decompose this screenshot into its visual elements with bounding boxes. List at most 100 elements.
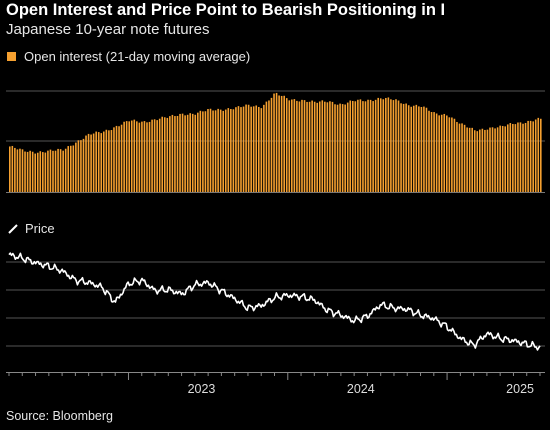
oi-bar xyxy=(291,99,293,192)
oi-bar xyxy=(242,106,245,192)
oi-bar xyxy=(80,140,82,192)
oi-bar xyxy=(499,125,501,192)
oi-bar xyxy=(92,133,95,192)
oi-bar xyxy=(278,95,280,192)
oi-bar xyxy=(466,127,468,192)
oi-bar xyxy=(514,124,517,192)
oi-bar xyxy=(9,146,11,192)
oi-bar xyxy=(534,119,537,192)
oi-bar xyxy=(318,101,321,192)
oi-bar xyxy=(184,115,186,192)
legend-open-interest: Open interest (21-day moving average) xyxy=(7,49,250,64)
oi-bar xyxy=(19,148,21,192)
oi-bar xyxy=(75,142,77,192)
oi-bar xyxy=(501,125,504,192)
oi-bar xyxy=(103,131,105,192)
oi-bar xyxy=(39,151,42,192)
oi-bar xyxy=(522,123,524,192)
oi-bar xyxy=(230,109,232,192)
oi-bar xyxy=(415,104,418,192)
oi-bar xyxy=(451,117,453,192)
oi-bar xyxy=(519,122,522,192)
oi-bar xyxy=(174,116,176,192)
oi-bar xyxy=(181,113,184,192)
oi-bar xyxy=(479,129,481,192)
oi-bar xyxy=(24,151,26,192)
oi-bar xyxy=(176,115,179,192)
oi-bar xyxy=(407,105,410,192)
oi-bar xyxy=(235,107,237,192)
oi-bar xyxy=(418,106,420,192)
oi-bar xyxy=(344,104,346,192)
oi-bar xyxy=(113,127,115,192)
oi-bar xyxy=(136,121,138,192)
oi-bar xyxy=(130,120,133,192)
oi-bar xyxy=(115,125,118,192)
oi-bar xyxy=(387,97,390,192)
oi-bar xyxy=(357,99,359,192)
oi-bar xyxy=(247,104,250,192)
oi-bar xyxy=(504,126,507,192)
oi-bar xyxy=(141,121,143,192)
oi-bar xyxy=(405,103,407,192)
oi-bar xyxy=(362,101,364,192)
oi-bar xyxy=(29,150,31,192)
oi-bar xyxy=(118,126,120,192)
oi-bar xyxy=(324,101,326,192)
oi-bar xyxy=(369,99,372,192)
oi-bar xyxy=(537,117,540,192)
oi-bar xyxy=(105,129,108,192)
oi-bar xyxy=(222,110,225,192)
oi-bar xyxy=(199,110,202,192)
oi-bar xyxy=(273,93,275,192)
oi-bar xyxy=(194,114,197,192)
oi-bar xyxy=(308,101,311,192)
oi-bar xyxy=(133,119,136,192)
oi-bar xyxy=(125,121,128,192)
oi-bar xyxy=(430,112,433,192)
oi-bar xyxy=(151,119,153,192)
oi-bar xyxy=(364,101,367,192)
x-tick-label: 2025 xyxy=(506,382,534,396)
oi-bar xyxy=(283,95,285,192)
oi-bar xyxy=(214,110,217,192)
oi-bar xyxy=(97,132,100,192)
oi-bar xyxy=(489,127,491,192)
oi-bar xyxy=(331,101,334,192)
oi-bar xyxy=(100,133,103,192)
oi-bar xyxy=(484,129,486,192)
oi-bar xyxy=(540,118,542,192)
oi-bar xyxy=(57,148,59,192)
source-note: Source: Bloomberg xyxy=(6,409,114,423)
oi-bar xyxy=(31,151,34,192)
oi-bar xyxy=(288,100,291,192)
oi-bar xyxy=(163,117,166,192)
legend-line-icon xyxy=(8,223,18,234)
oi-bar xyxy=(402,103,405,192)
oi-bar xyxy=(36,152,39,192)
oi-bar xyxy=(313,101,316,192)
oi-bar xyxy=(433,112,435,192)
price-line xyxy=(8,252,541,351)
oi-bar xyxy=(306,101,308,192)
oi-bar xyxy=(425,107,428,192)
oi-bar xyxy=(296,100,298,192)
legend-label-open-interest: Open interest (21-day moving average) xyxy=(24,49,251,64)
oi-bar xyxy=(463,124,466,192)
oi-bar xyxy=(275,92,278,192)
oi-bar xyxy=(209,108,212,192)
oi-bar xyxy=(72,145,75,192)
oi-bar xyxy=(412,105,415,192)
oi-bar xyxy=(303,100,306,192)
oi-bar xyxy=(77,140,80,192)
oi-bar xyxy=(250,106,252,192)
oi-bar xyxy=(329,101,331,192)
oi-bar xyxy=(496,127,499,192)
oi-bar xyxy=(21,149,24,192)
oi-bar xyxy=(468,127,471,192)
oi-bar xyxy=(166,117,169,192)
oi-bar xyxy=(359,99,362,192)
oi-bar xyxy=(189,113,191,192)
oi-bar xyxy=(67,146,70,192)
oi-bar xyxy=(491,127,494,192)
